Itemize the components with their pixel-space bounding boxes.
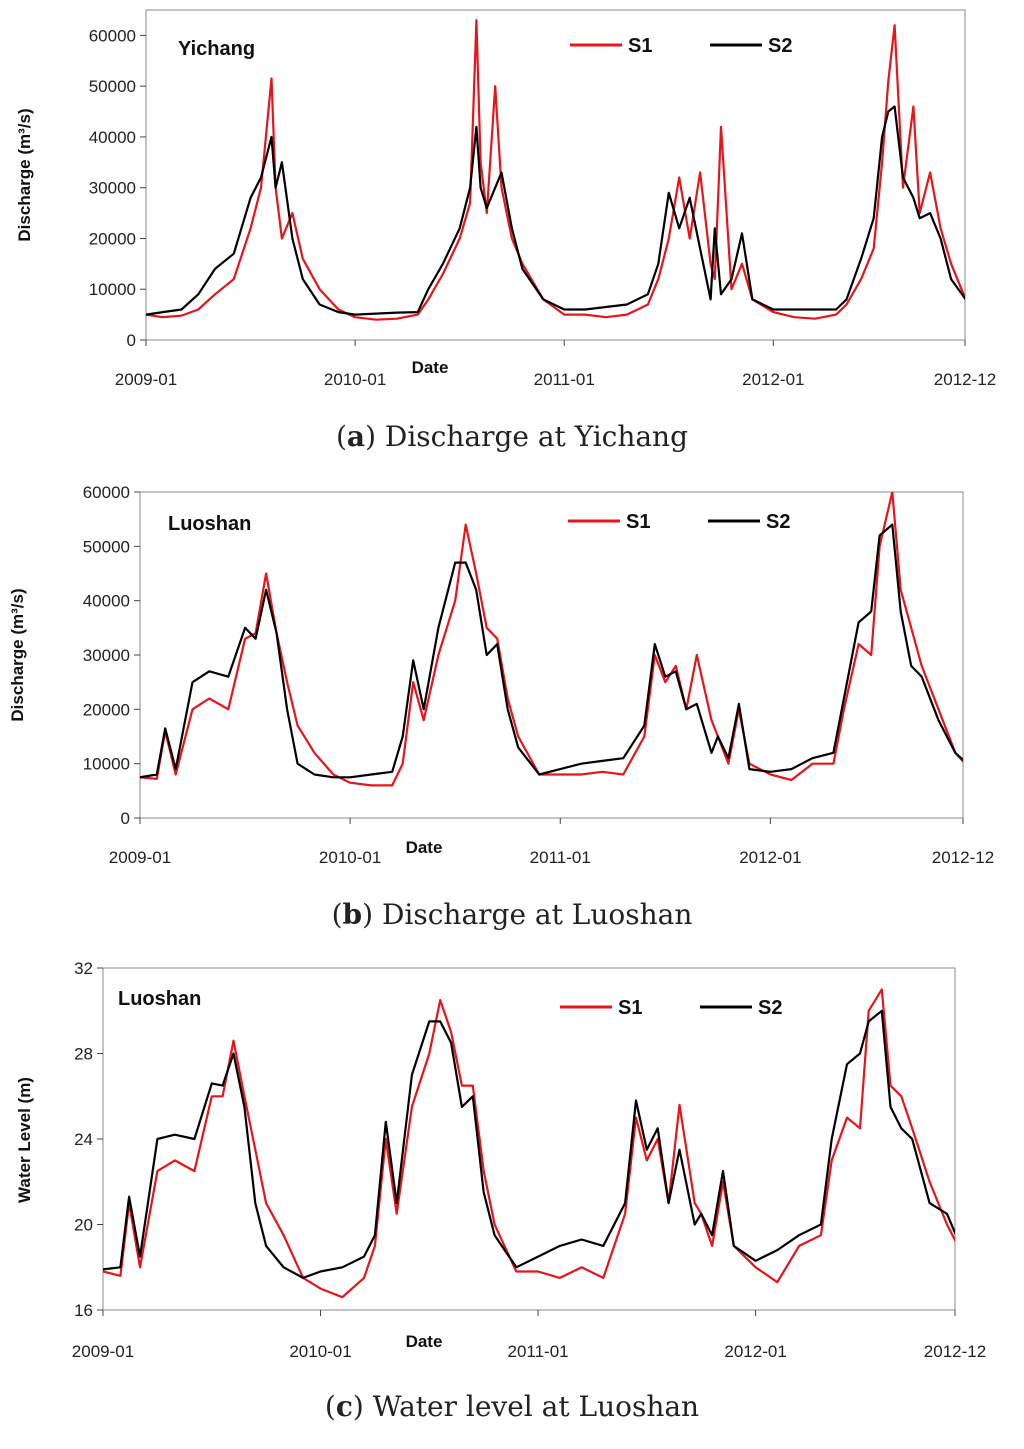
y-tick-label: 32	[74, 959, 93, 978]
series-line-s2	[140, 523, 963, 779]
x-tick-label: 2012-01	[742, 370, 804, 389]
station-label: Luoshan	[168, 513, 251, 535]
x-axis-title: Date	[406, 838, 443, 857]
x-tick-label: 2009-01	[115, 370, 177, 389]
plot-frame	[145, 9, 966, 341]
y-tick-label: 60000	[89, 26, 136, 45]
station-label: Luoshan	[118, 988, 201, 1010]
y-tick-label: 50000	[89, 77, 136, 96]
series-line-s1	[103, 988, 955, 1299]
x-tick-label: 2012-12	[932, 848, 994, 867]
x-tick-label: 2011-01	[507, 1342, 568, 1361]
caption-a: (a) Discharge at Yichang	[335, 420, 689, 453]
x-tick-label: 2009-01	[72, 1342, 134, 1361]
y-axis-title: Water Level (m)	[15, 1077, 34, 1203]
x-tick-label: 2011-01	[534, 370, 595, 389]
x-tick-label: 2012-12	[924, 1342, 986, 1361]
y-tick-label: 24	[74, 1130, 93, 1149]
x-tick-label: 2010-01	[289, 1342, 351, 1361]
y-tick-label: 16	[74, 1301, 93, 1320]
y-tick-label: 40000	[83, 592, 130, 611]
water-level-luoshan-chart: 16 20 24 28 32 2009-01 2010-01 2011-01 2012-01 20…	[15, 959, 986, 1361]
y-tick-label: 28	[74, 1045, 93, 1064]
y-tick-label: 60000	[83, 483, 130, 502]
y-tick-label: 0	[127, 331, 136, 350]
x-tick-label: 2012-12	[934, 370, 996, 389]
series-line-s2	[146, 105, 965, 316]
plot-frame	[139, 491, 964, 819]
x-axis-title: Date	[412, 358, 449, 377]
station-label: Yichang	[178, 38, 255, 60]
y-tick-label: 30000	[89, 179, 136, 198]
y-tick-label: 20000	[89, 229, 136, 248]
y-tick-label: 50000	[83, 537, 130, 556]
y-tick-label: 20000	[83, 700, 130, 719]
legend-label-s1: S1	[618, 997, 642, 1019]
legend-label-s1: S1	[628, 35, 652, 57]
x-tick-label: 2012-01	[739, 848, 801, 867]
series-line-s2	[103, 1009, 955, 1279]
caption-b: (b) Discharge at Luoshan	[331, 898, 693, 931]
legend-label-s2: S2	[768, 35, 792, 57]
caption-c: (c) Water level at Luoshan	[324, 1390, 700, 1423]
x-tick-label: 2012-01	[724, 1342, 786, 1361]
chart-panel-c: 16 20 24 28 32 2009-01 2010-01 2011-01 2012-01 20…	[0, 945, 1024, 1449]
y-tick-label: 10000	[83, 755, 130, 774]
chart-panel-a: 0 10000 20000 30000 40000 50000 60000 2009-01 20…	[0, 0, 1024, 470]
y-tick-label: 0	[121, 809, 130, 828]
y-tick-label: 30000	[83, 646, 130, 665]
y-tick-label: 20	[74, 1216, 93, 1235]
series-line-s1	[146, 19, 965, 321]
x-tick-label: 2010-01	[324, 370, 386, 389]
y-axis-title: Discharge (m³/s)	[15, 108, 34, 241]
discharge-luoshan-chart: 0 10000 20000 30000 40000 50000 60000 2009-01 20…	[8, 483, 994, 867]
x-tick-label: 2009-01	[109, 848, 171, 867]
y-tick-label: 40000	[89, 128, 136, 147]
x-tick-label: 2011-01	[530, 848, 591, 867]
y-axis-title: Discharge (m³/s)	[8, 588, 27, 721]
discharge-yichang-chart: 0 10000 20000 30000 40000 50000 60000 2009-01 20…	[15, 9, 996, 389]
legend-label-s2: S2	[766, 511, 790, 533]
legend-label-s1: S1	[626, 511, 650, 533]
legend-label-s2: S2	[758, 997, 782, 1019]
y-tick-label: 10000	[89, 280, 136, 299]
plot-frame	[102, 967, 956, 1311]
x-axis-title: Date	[406, 1332, 443, 1351]
x-tick-label: 2010-01	[319, 848, 381, 867]
chart-panel-b: 0 10000 20000 30000 40000 50000 60000 2009-01 20…	[0, 470, 1024, 945]
